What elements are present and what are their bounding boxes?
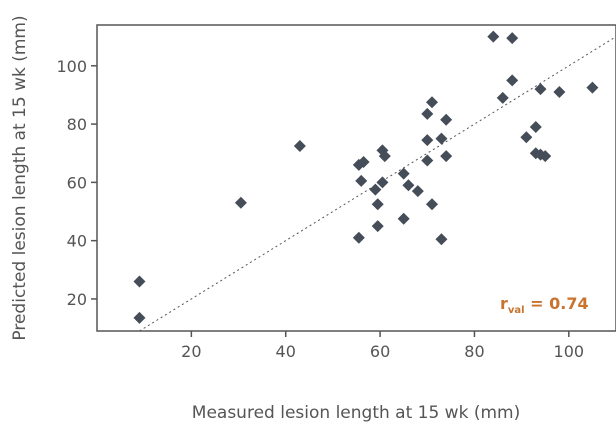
r-subscript: val (508, 305, 525, 316)
x-tick-label: 80 (464, 342, 484, 361)
data-point (440, 114, 452, 126)
data-point (133, 312, 145, 324)
r-symbol: r (500, 294, 508, 313)
y-tick-label: 20 (67, 290, 87, 309)
data-point (506, 32, 518, 44)
data-point (421, 155, 433, 167)
data-point (426, 96, 438, 108)
data-point (435, 133, 447, 145)
x-tick-label: 100 (554, 342, 585, 361)
data-point (487, 31, 499, 43)
data-point (372, 220, 384, 232)
data-point (372, 198, 384, 210)
data-point (586, 82, 598, 94)
r-val-annotation: rval = 0.74 (500, 294, 589, 316)
data-point (294, 140, 306, 152)
x-axis-label: Measured lesion length at 15 wk (mm) (192, 403, 520, 423)
y-tick-label: 80 (67, 115, 87, 134)
data-point (235, 197, 247, 209)
y-tick-label: 40 (67, 232, 87, 251)
x-tick-label: 20 (181, 342, 201, 361)
y-axis-label: Predicted lesion length at 15 wk (mm) (10, 15, 30, 340)
plot-frame (97, 25, 616, 331)
data-point (506, 74, 518, 86)
data-point (520, 131, 532, 143)
data-point (435, 233, 447, 245)
y-tick-label: 60 (67, 173, 87, 192)
data-point (426, 198, 438, 210)
data-point (412, 185, 424, 197)
data-point (553, 86, 565, 98)
data-point (440, 150, 452, 162)
data-point (535, 83, 547, 95)
data-point (497, 92, 509, 104)
data-point (355, 175, 367, 187)
data-point (398, 213, 410, 225)
data-point (421, 134, 433, 146)
x-axis: 20 40 60 80 100 (181, 331, 584, 361)
data-point (353, 232, 365, 244)
identity-line (139, 37, 616, 331)
x-tick-label: 40 (276, 342, 296, 361)
y-tick-label: 100 (56, 57, 87, 76)
data-point (530, 121, 542, 133)
data-point (398, 168, 410, 180)
x-tick-label: 60 (370, 342, 390, 361)
y-axis: 20 40 60 80 100 (56, 57, 97, 309)
r-value: = 0.74 (525, 294, 589, 313)
data-point (421, 108, 433, 120)
data-point (402, 179, 414, 191)
data-point (133, 275, 145, 287)
data-points (133, 31, 598, 324)
